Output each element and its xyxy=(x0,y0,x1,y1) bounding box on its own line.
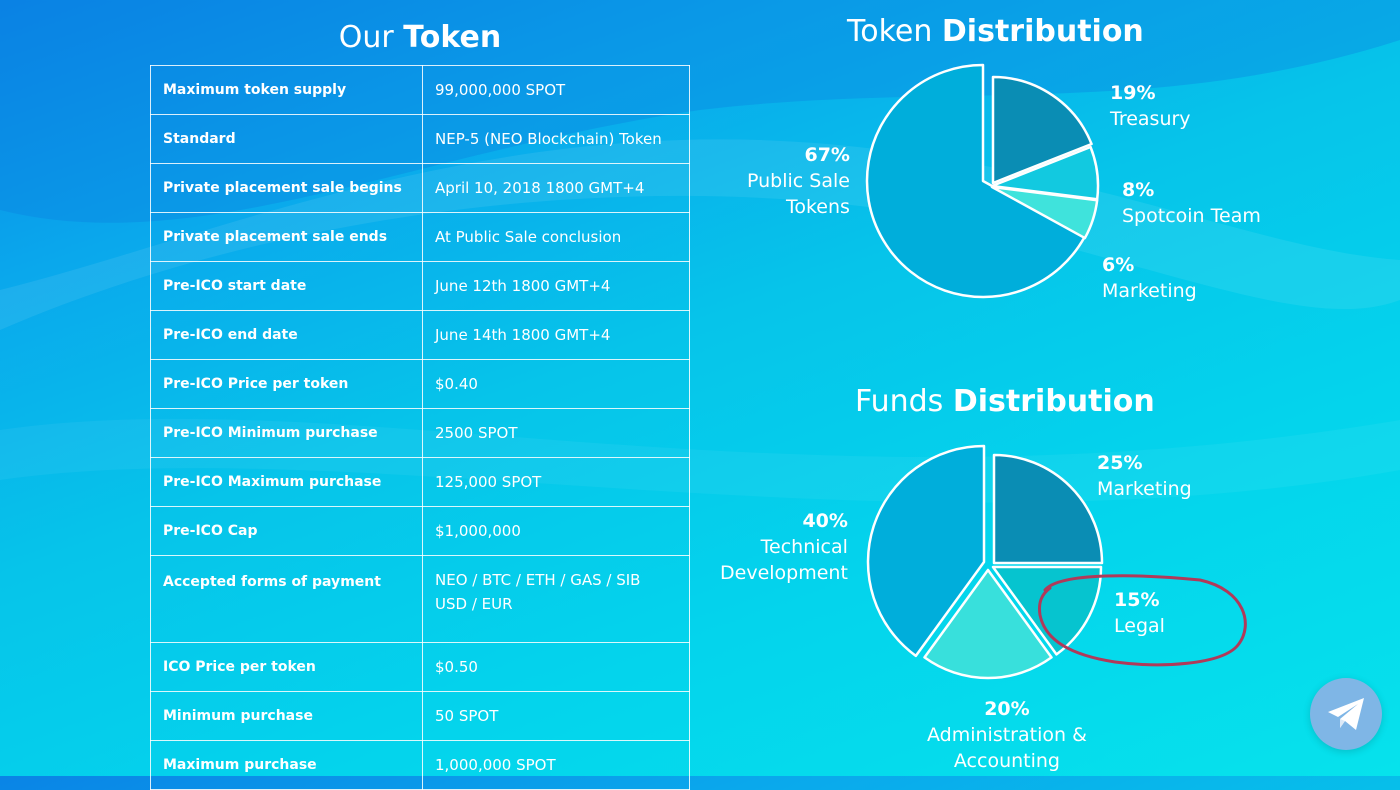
pie-label-name: Spotcoin Team xyxy=(1122,205,1261,227)
row-label: Private placement sale begins xyxy=(150,163,423,213)
pie-label-name: Treasury xyxy=(1110,108,1191,130)
row-label: Minimum purchase xyxy=(150,691,423,741)
pie-slice-administration-accounting xyxy=(923,568,1053,680)
pie-label-legal: 15% Legal xyxy=(1114,587,1165,639)
telegram-button[interactable] xyxy=(1310,678,1382,750)
pie-slice-technical-development xyxy=(866,444,986,658)
pie-label-technical-development: 40% Technical Development xyxy=(720,508,848,586)
pie-label-percent: 19% xyxy=(1110,82,1156,104)
pie-label-public-sale-tokens: 67% Public Sale Tokens xyxy=(747,142,850,220)
pie-token-distribution xyxy=(865,63,1100,299)
table-row: Pre-ICO Minimum purchase 2500 SPOT xyxy=(150,408,690,458)
row-value: June 14th 1800 GMT+4 xyxy=(422,310,690,360)
row-value: $0.50 xyxy=(422,642,690,692)
row-label: Pre-ICO start date xyxy=(150,261,423,311)
pie-label-marketing: 25% Marketing xyxy=(1097,450,1192,502)
pie-label-percent: 8% xyxy=(1122,179,1155,201)
pie-label-name: Administration & xyxy=(927,724,1087,746)
pie-label-percent: 6% xyxy=(1102,254,1135,276)
table-row: Private placement sale ends At Public Sal… xyxy=(150,212,690,262)
token-info-table: Maximum token supply 99,000,000 SPOT Stan… xyxy=(150,65,690,790)
pie-slice-marketing xyxy=(992,453,1104,565)
pie-label-name: Legal xyxy=(1114,615,1165,637)
pie-slice-treasury xyxy=(991,75,1093,185)
row-value: 125,000 SPOT xyxy=(422,457,690,507)
table-row: Maximum token supply 99,000,000 SPOT xyxy=(150,65,690,115)
telegram-paper-plane-icon xyxy=(1328,698,1364,730)
row-value: April 10, 2018 1800 GMT+4 xyxy=(422,163,690,213)
row-value: $0.40 xyxy=(422,359,690,409)
pie-label-name: Development xyxy=(720,562,848,584)
pie-slice-marketing xyxy=(990,185,1099,240)
row-value: 2500 SPOT xyxy=(422,408,690,458)
pie-funds-distribution xyxy=(866,444,1104,680)
pie-label-percent: 20% xyxy=(984,698,1030,720)
table-row: Private placement sale begins April 10, 2… xyxy=(150,163,690,213)
row-label: Maximum token supply xyxy=(150,65,423,115)
table-row: Standard NEP-5 (NEO Blockchain) Token xyxy=(150,114,690,164)
pie-label-marketing: 6% Marketing xyxy=(1102,252,1197,304)
row-value: 99,000,000 SPOT xyxy=(422,65,690,115)
row-label: Pre-ICO Price per token xyxy=(150,359,423,409)
row-label: Pre-ICO Maximum purchase xyxy=(150,457,423,507)
row-label: Pre-ICO Minimum purchase xyxy=(150,408,423,458)
row-value: NEP-5 (NEO Blockchain) Token xyxy=(422,114,690,164)
table-row: Pre-ICO Maximum purchase 125,000 SPOT xyxy=(150,457,690,507)
table-row: Pre-ICO Price per token $0.40 xyxy=(150,359,690,409)
funds-distribution-title: Funds Distribution xyxy=(855,384,1155,419)
row-value: At Public Sale conclusion xyxy=(422,212,690,262)
row-label: Standard xyxy=(150,114,423,164)
pie-label-name: Public Sale xyxy=(747,170,850,192)
table-row: Minimum purchase 50 SPOT xyxy=(150,691,690,741)
pie-slice-legal xyxy=(991,565,1103,656)
pie-label-name: Tokens xyxy=(785,196,850,218)
row-label: Private placement sale ends xyxy=(150,212,423,262)
pie-slice-public-sale-tokens xyxy=(865,63,1086,299)
pie-label-percent: 15% xyxy=(1114,589,1160,611)
pie-label-percent: 67% xyxy=(804,144,850,166)
pie-label-administration-accounting: 20% Administration & Accounting xyxy=(927,696,1087,774)
pie-label-treasury: 19% Treasury xyxy=(1110,80,1191,132)
row-label: ICO Price per token xyxy=(150,642,423,692)
table-row: Accepted forms of payment NEO / BTC / ETH… xyxy=(150,555,690,643)
table-row: Pre-ICO end date June 14th 1800 GMT+4 xyxy=(150,310,690,360)
our-token-title: Our Token xyxy=(338,20,502,55)
pie-label-name: Marketing xyxy=(1097,478,1192,500)
row-label: Pre-ICO end date xyxy=(150,310,423,360)
pie-label-percent: 25% xyxy=(1097,452,1143,474)
row-value: June 12th 1800 GMT+4 xyxy=(422,261,690,311)
pie-label-name: Accounting xyxy=(953,750,1060,772)
table-row: ICO Price per token $0.50 xyxy=(150,642,690,692)
row-value: NEO / BTC / ETH / GAS / SIB USD / EUR xyxy=(422,555,690,643)
pie-label-percent: 40% xyxy=(802,510,848,532)
table-row: Pre-ICO start date June 12th 1800 GMT+4 xyxy=(150,261,690,311)
token-distribution-title: Token Distribution xyxy=(847,14,1144,49)
pie-label-name: Technical xyxy=(760,536,848,558)
pie-label-spotcoin-team: 8% Spotcoin Team xyxy=(1122,177,1261,229)
pie-label-name: Marketing xyxy=(1102,280,1197,302)
legal-highlight-circle xyxy=(1038,574,1247,667)
